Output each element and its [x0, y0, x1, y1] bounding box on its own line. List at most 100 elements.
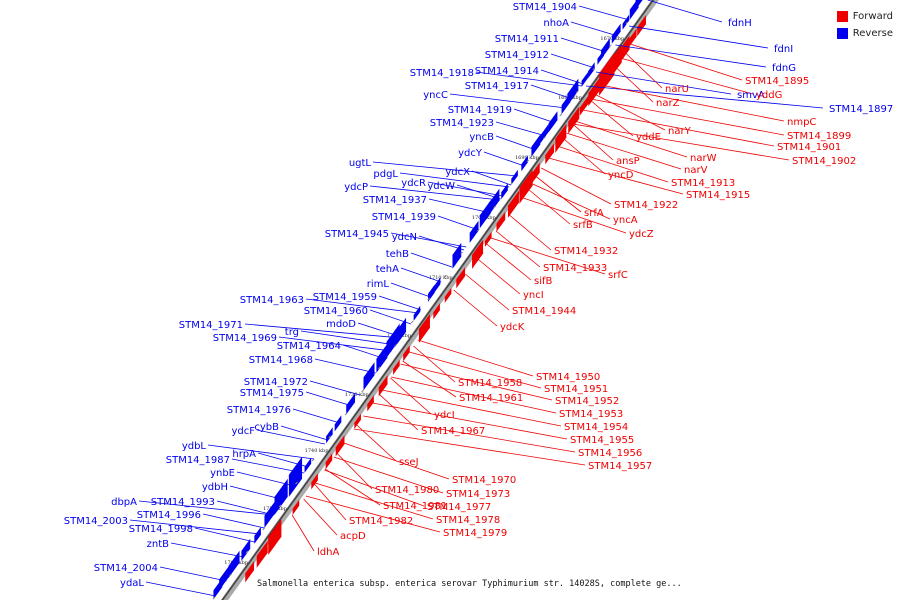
leader-line	[390, 282, 431, 298]
gene-label-sifb: sifB	[534, 276, 553, 287]
gene-label-ydcx: ydcX	[445, 167, 470, 178]
leader-line	[589, 99, 634, 137]
gene-label-stm14-1951: STM14_1951	[544, 384, 608, 395]
leader-line	[333, 456, 444, 494]
gene-label-ldha: ldhA	[317, 547, 339, 558]
leader-line	[202, 513, 265, 529]
leader-line	[600, 84, 785, 122]
reverse-gene	[428, 284, 435, 302]
leader-line	[520, 196, 627, 234]
reverse-gene	[213, 578, 223, 600]
gene-tick-mark	[559, 113, 563, 117]
gene-label-stm14-1918: STM14_1918	[410, 68, 474, 79]
legend-forward: Forward	[836, 8, 893, 24]
gene-label-nmpc: nmpC	[787, 117, 816, 128]
reverse-gene	[588, 62, 595, 79]
leader-line	[566, 132, 682, 170]
forward-gene	[472, 239, 484, 269]
gene-label-ydcn: ydcN	[392, 232, 417, 243]
leader-line	[530, 84, 573, 100]
gene-label-stm14-1969: STM14_1969	[213, 333, 277, 344]
reverse-swatch	[836, 27, 848, 39]
gene-label-stm14-1915: STM14_1915	[686, 190, 750, 201]
leader-line	[305, 391, 353, 407]
forward-gene	[496, 211, 506, 232]
gene-label-stm14-1953: STM14_1953	[559, 409, 623, 420]
leader-line	[410, 252, 453, 268]
tick-label-1730-kbp: 1730 kbp	[345, 392, 369, 398]
forward-gene	[393, 359, 400, 375]
gene-label-stm14-1982: STM14_1982	[349, 516, 413, 527]
gene-label-narv: narV	[684, 165, 708, 176]
leader-line	[343, 442, 450, 480]
leader-line	[257, 452, 309, 468]
forward-gene	[311, 473, 318, 490]
leader-line	[369, 309, 412, 325]
leader-line	[300, 330, 396, 346]
gene-label-teha: tehA	[376, 264, 399, 275]
leader-line	[490, 237, 606, 275]
leader-line	[614, 65, 654, 103]
gene-tick-mark	[443, 274, 447, 278]
gene-label-cybb: cybB	[254, 422, 279, 433]
gene-label-hrpa: hrpA	[232, 449, 256, 460]
leader-line	[486, 243, 532, 281]
gene-label-zntb: zntB	[147, 539, 170, 550]
reverse-gene	[548, 111, 558, 133]
gene-label-ydci: ydcI	[434, 410, 455, 421]
leader-line	[159, 566, 227, 582]
leader-line	[391, 376, 557, 414]
gene-label-yncd: yncD	[608, 170, 634, 181]
leader-line	[280, 425, 328, 441]
gene-label-stm14-2003: STM14_2003	[64, 516, 128, 527]
gene-label-stm14-1912: STM14_1912	[485, 50, 549, 61]
reverse-gene	[561, 93, 571, 115]
leader-line	[556, 145, 669, 183]
gene-label-stm14-1914: STM14_1914	[475, 66, 539, 77]
genome-backbone-core	[221, 0, 655, 600]
leader-line	[495, 121, 547, 137]
reverse-gene	[326, 427, 333, 444]
gene-tick-mark	[460, 251, 464, 255]
gene-label-stm14-1932: STM14_1932	[554, 246, 618, 257]
reverse-gene	[346, 393, 356, 415]
forward-gene	[418, 313, 430, 343]
gene-label-stm14-1919: STM14_1919	[448, 105, 512, 116]
gene-tick-mark	[608, 44, 612, 48]
forward-gene	[354, 413, 361, 429]
gene-tick-mark	[328, 435, 331, 439]
leader-line	[372, 161, 518, 177]
gene-label-stm14-1960: STM14_1960	[304, 306, 368, 317]
leader-line	[526, 187, 571, 225]
leader-line	[495, 230, 541, 268]
leader-line	[236, 471, 295, 487]
leader-line	[572, 123, 614, 161]
gene-label-ssej: sseJ	[399, 457, 419, 468]
gene-label-ydal: ydaL	[120, 578, 144, 589]
leader-line	[456, 184, 501, 200]
gene-tick-mark	[542, 136, 546, 140]
gene-label-stm14-1980: STM14_1980	[375, 485, 439, 496]
forward-gene	[433, 303, 440, 320]
gene-label-yncb: yncB	[469, 132, 494, 143]
gene-label-acpd: acpD	[340, 531, 366, 542]
leader-line	[437, 215, 479, 231]
gene-label-stm14-1933: STM14_1933	[543, 263, 607, 274]
gene-label-mdod: mdoD	[326, 319, 356, 330]
leader-line	[507, 213, 552, 251]
gene-label-stm14-1993: STM14_1993	[151, 497, 215, 508]
gene-label-stm14-1904: STM14_1904	[513, 2, 577, 13]
reverse-gene	[254, 526, 261, 544]
leader-line	[400, 363, 553, 401]
leader-line	[231, 458, 305, 474]
gene-label-stm14-1987: STM14_1987	[166, 455, 230, 466]
gene-label-stm14-1967: STM14_1967	[421, 426, 485, 437]
reverse-gene	[597, 49, 605, 65]
forward-gene	[268, 518, 282, 555]
forward-gene	[403, 345, 410, 362]
leader-line	[560, 37, 607, 53]
leader-line	[244, 323, 401, 339]
reverse-gene	[288, 456, 303, 497]
leader-line	[620, 57, 754, 95]
